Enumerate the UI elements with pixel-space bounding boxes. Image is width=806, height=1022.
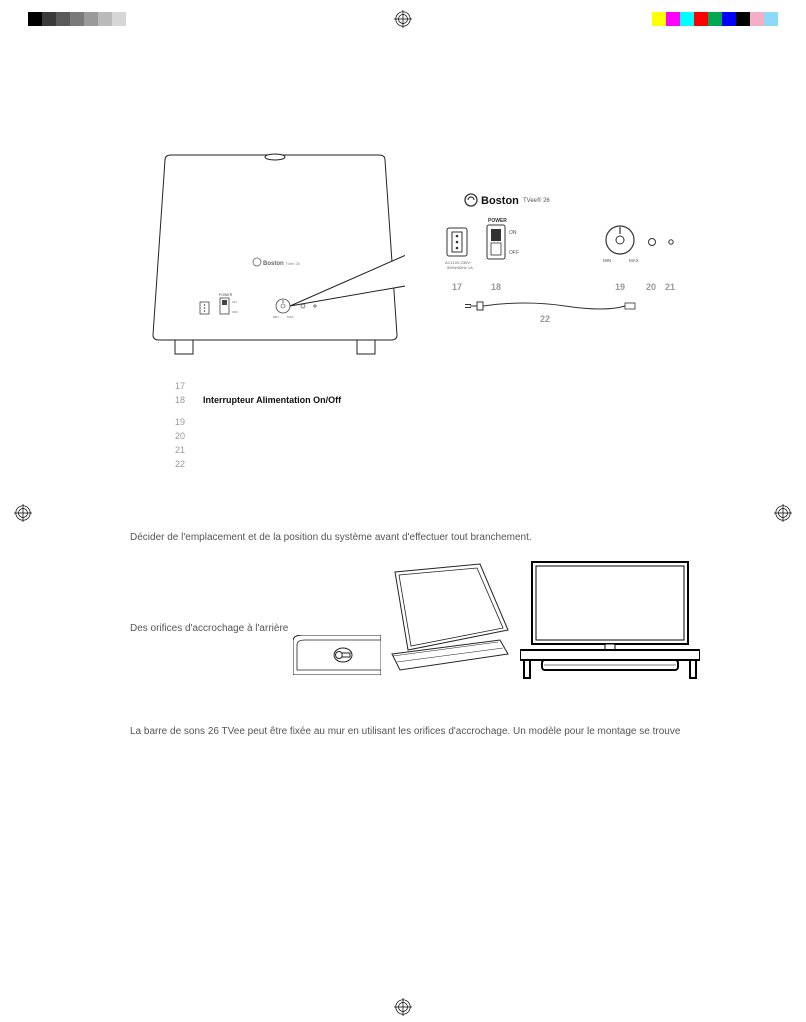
keyhole-text: Des orifices d'accrochage à l'arrière: [130, 623, 288, 634]
svg-text:MAX: MAX: [287, 315, 294, 319]
svg-text:ON: ON: [232, 300, 237, 304]
legend-list: 17 18 Interrupteur Alimentation On/Off 1…: [175, 380, 341, 472]
svg-text:TVee 26: TVee 26: [285, 261, 301, 266]
soundbar-keyhole-diagram: [293, 635, 381, 675]
colorbar-grayscale: [28, 12, 126, 26]
svg-text:MIN: MIN: [273, 315, 279, 319]
svg-text:POWER: POWER: [488, 218, 507, 224]
legend-num: 21: [175, 444, 189, 458]
legend-num: 17: [175, 380, 189, 394]
svg-text:20: 20: [646, 282, 656, 292]
placement-text: Décider de l'emplacement et de la positi…: [130, 532, 532, 543]
registration-mark-icon: [394, 998, 412, 1016]
colorbar-color: [652, 12, 778, 26]
svg-text:19: 19: [615, 282, 625, 292]
svg-text:17: 17: [452, 282, 462, 292]
svg-text:OFF: OFF: [509, 250, 519, 256]
svg-text:ON: ON: [509, 230, 517, 236]
svg-text:21: 21: [665, 282, 675, 292]
svg-text:OFF: OFF: [232, 310, 238, 314]
svg-text:POWER: POWER: [219, 293, 233, 297]
svg-text:22: 22: [540, 314, 550, 324]
tv-stand-placement-diagram: [520, 560, 700, 680]
print-registration-top: [0, 12, 806, 38]
registration-mark-icon: [394, 10, 412, 28]
legend-num: 18: [175, 394, 189, 408]
svg-text:Boston: Boston: [263, 261, 284, 267]
svg-text:50Hz/60Hz 1A: 50Hz/60Hz 1A: [447, 265, 473, 270]
legend-num: 22: [175, 458, 189, 472]
svg-text:TVee® 26: TVee® 26: [523, 197, 550, 204]
svg-text:Boston: Boston: [481, 195, 519, 207]
subwoofer-diagram: Boston TVee 26 POWER ON OFF MIN MAX: [145, 150, 405, 360]
svg-text:18: 18: [491, 282, 501, 292]
registration-mark-icon: [14, 504, 32, 522]
svg-text:MAX: MAX: [629, 258, 639, 263]
legend-num: 19: [175, 416, 189, 430]
legend-num: 20: [175, 430, 189, 444]
legend-item-18: Interrupteur Alimentation On/Off: [203, 394, 341, 408]
registration-mark-icon: [774, 504, 792, 522]
wallmount-text: La barre de sons 26 TVee peut être fixée…: [130, 726, 680, 737]
svg-text:MIN: MIN: [603, 258, 611, 263]
backpanel-diagram: Boston TVee® 26 AC110V-230V~ 50Hz/60Hz 1…: [445, 190, 695, 330]
tv-flat-placement-diagram: [390, 562, 510, 672]
